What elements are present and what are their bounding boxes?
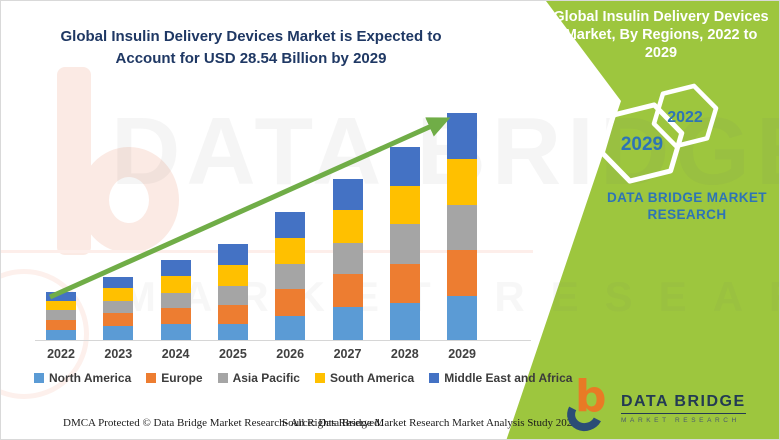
bar-segment-2023-south-america — [103, 288, 134, 301]
bar-segment-2029-europe — [447, 250, 478, 296]
bar-segment-2026-south-america — [275, 238, 306, 265]
bar-segment-2024-asia-pacific — [160, 293, 191, 309]
bar-segment-2027-asia-pacific — [332, 243, 363, 274]
legend-label: Asia Pacific — [232, 371, 300, 385]
legend-item-middle-east-and-africa: Middle East and Africa — [429, 371, 572, 385]
logo-b-glyph: b — [575, 371, 607, 422]
bar-segment-2022-asia-pacific — [46, 309, 76, 320]
bar-segment-2028-asia-pacific — [389, 224, 420, 265]
legend-marker — [217, 373, 228, 383]
bar-segment-2025-south-america — [217, 264, 248, 286]
legend-item-europe: Europe — [146, 371, 203, 385]
footer-source: Source: Data Bridge Market Research Mark… — [282, 417, 578, 429]
bar-segment-2027-middle-east-and-africa — [332, 178, 363, 210]
bar-segment-2026-north-america — [275, 315, 306, 340]
bar-segment-2024-north-america — [160, 324, 191, 340]
bar-segment-2027-europe — [332, 273, 363, 307]
bar-segment-2028-europe — [389, 264, 420, 304]
bar-segment-2025-asia-pacific — [217, 285, 248, 306]
bar-segment-2025-europe — [217, 305, 248, 325]
x-axis-label-2025: 2025 — [218, 347, 247, 361]
x-axis-label-2027: 2027 — [333, 347, 362, 361]
bar-segment-2024-south-america — [160, 276, 191, 294]
hexagon-2022-label: 2022 — [667, 109, 703, 126]
hexagon-2029: 2029 — [599, 102, 685, 185]
legend-label: North America — [49, 371, 132, 385]
bar-segment-2025-middle-east-and-africa — [217, 243, 248, 265]
x-axis-label-2023: 2023 — [104, 347, 133, 361]
x-axis-label-2028: 2028 — [390, 347, 419, 361]
bar-segment-2026-europe — [275, 289, 306, 316]
legend-marker — [314, 373, 325, 383]
bar-segment-2023-europe — [103, 313, 134, 327]
legend-marker — [146, 373, 157, 383]
data-bridge-logo-icon: b — [562, 371, 613, 436]
legend-item-south-america: South America — [314, 371, 415, 385]
bar-segment-2023-north-america — [103, 326, 134, 340]
bar-segment-2028-south-america — [389, 185, 420, 225]
bar-segment-2029-asia-pacific — [447, 205, 478, 251]
bar-segment-2027-north-america — [332, 306, 363, 340]
footer-copyright: DMCA Protected © Data Bridge Market Rese… — [63, 417, 383, 429]
legend-label: Middle East and Africa — [444, 371, 573, 385]
x-axis-label-2029: 2029 — [448, 347, 476, 361]
bar-segment-2024-europe — [160, 308, 191, 324]
bar-segment-2027-south-america — [332, 209, 363, 244]
chart-headline: Global Insulin Delivery Devices Market i… — [60, 28, 442, 67]
legend-item-north-america: North America — [34, 371, 131, 385]
x-axis-label-2024: 2024 — [161, 347, 190, 361]
bar-segment-2026-asia-pacific — [275, 264, 306, 289]
bar-segment-2022-middle-east-and-africa — [46, 291, 76, 301]
legend-label: Europe — [161, 371, 203, 385]
bar-segment-2022-south-america — [46, 300, 76, 310]
hexagon-2029-label: 2029 — [621, 134, 663, 155]
x-axis-line — [35, 340, 531, 341]
x-axis-label-2026: 2026 — [276, 347, 305, 361]
legend-marker — [429, 373, 440, 383]
bar-segment-2028-middle-east-and-africa — [389, 146, 420, 186]
bar-segment-2023-asia-pacific — [103, 300, 134, 314]
bar-segment-2022-north-america — [46, 329, 76, 340]
data-bridge-logo: b DATA BRIDGE MARKET RESEARCH — [562, 371, 746, 436]
logo-text: DATA BRIDGE MARKET RESEARCH — [621, 393, 746, 424]
bar-segment-2026-middle-east-and-africa — [275, 211, 306, 239]
legend-marker — [34, 373, 44, 383]
legend-label: South America — [329, 371, 415, 385]
logo-title: DATA BRIDGE — [621, 393, 746, 414]
bar-segment-2029-north-america — [447, 295, 478, 340]
bar-segment-2024-middle-east-and-africa — [160, 259, 191, 277]
legend: North America Europe Asia Pacific South Ame… — [34, 371, 572, 385]
bar-segment-2028-north-america — [389, 303, 420, 340]
bar-segment-2029-middle-east-and-africa — [447, 113, 478, 160]
bar-segment-2022-europe — [46, 319, 76, 330]
legend-item-asia-pacific: Asia Pacific — [217, 371, 300, 385]
banner-title: Global Insulin Delivery Devices Market, … — [553, 9, 769, 61]
bar-segment-2025-north-america — [217, 324, 248, 340]
hexagon-2022: 2022 — [651, 83, 719, 150]
brand-name: DATA BRIDGE MARKET RESEARCH — [607, 190, 767, 222]
x-axis-label-2022: 2022 — [47, 347, 75, 361]
bar-segment-2023-middle-east-and-africa — [103, 277, 134, 289]
logo-subtitle: MARKET RESEARCH — [621, 416, 740, 424]
bar-segment-2029-south-america — [447, 159, 478, 206]
